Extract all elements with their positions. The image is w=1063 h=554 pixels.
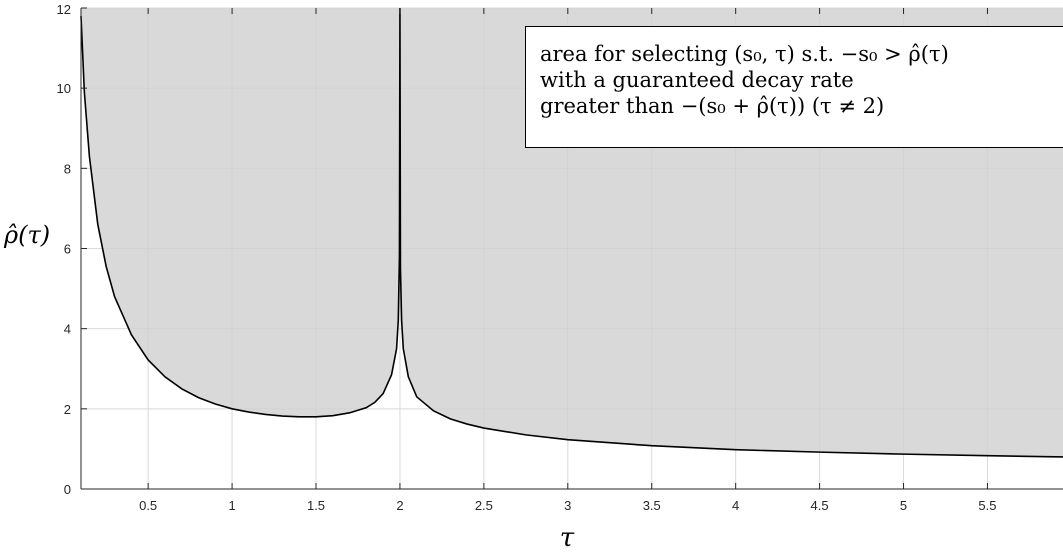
x-tick-label: 1.5	[307, 498, 325, 513]
x-tick-label: 3	[564, 498, 571, 513]
annotation-line-3: greater than −(s₀ + ρ̂(τ)) (τ ≠ 2)	[540, 94, 885, 118]
x-tick-label: 2	[396, 498, 403, 513]
y-axis-ticks: 0 2 4 6 8 10 12	[57, 2, 87, 497]
annotation-box: area for selecting (s₀, τ) s.t. −s₀ > ρ̂…	[525, 26, 1063, 148]
x-tick-label: 5	[900, 498, 907, 513]
x-tick-label: 5.5	[978, 498, 996, 513]
y-tick-label: 2	[64, 402, 71, 417]
x-tick-label: 4	[732, 498, 739, 513]
x-tick-label: 0.5	[139, 498, 157, 513]
x-tick-label: 2.5	[475, 498, 493, 513]
y-tick-label: 8	[64, 161, 71, 176]
annotation-line-2: with a guaranteed decay rate	[540, 68, 854, 92]
x-tick-label: 1	[228, 498, 235, 513]
x-axis-label: τ	[560, 523, 575, 553]
annotation-line-1: area for selecting (s₀, τ) s.t. −s₀ > ρ̂…	[540, 42, 949, 66]
y-tick-label: 4	[64, 322, 71, 337]
y-axis-label: ρ̂(τ)	[3, 221, 50, 249]
x-axis-ticks: 0.5 1 1.5 2 2.5 3 3.5 4 4.5 5 5.5	[139, 8, 997, 513]
x-tick-label: 4.5	[811, 498, 829, 513]
y-tick-label: 12	[57, 2, 71, 17]
y-tick-label: 10	[57, 81, 71, 96]
y-tick-label: 0	[64, 482, 71, 497]
x-tick-label: 3.5	[643, 498, 661, 513]
boundary-curve	[80, 7, 1063, 458]
y-tick-label: 6	[64, 242, 71, 257]
